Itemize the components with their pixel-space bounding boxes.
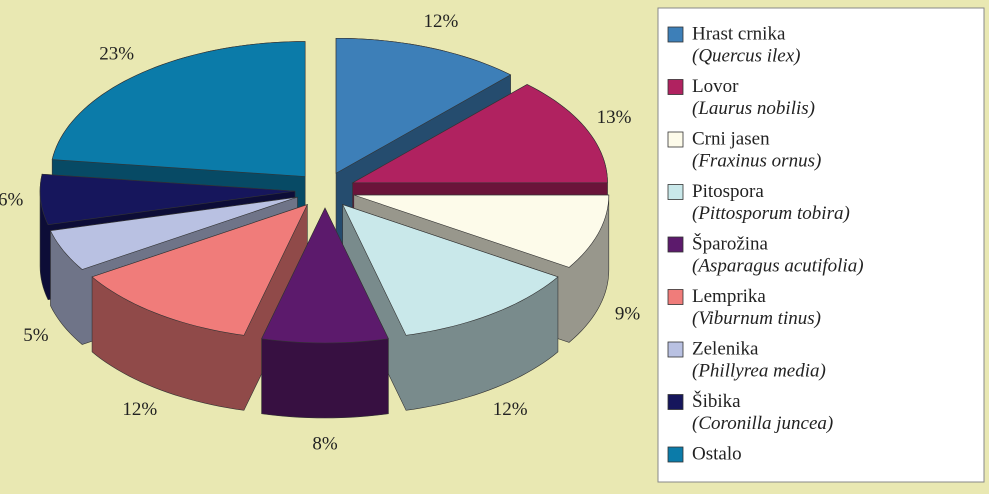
slice xyxy=(351,84,608,184)
legend-box xyxy=(657,7,985,483)
legend-latin: (Laurus nobilis) xyxy=(692,98,815,119)
legend-swatch xyxy=(667,184,684,200)
legend-label: Ostalo xyxy=(692,443,742,464)
legend-latin: (Phillyrea media) xyxy=(692,360,826,381)
data-label: 6% xyxy=(0,190,23,211)
legend-swatch xyxy=(667,79,684,95)
slice xyxy=(91,204,308,336)
data-label: 12% xyxy=(424,11,459,32)
legend-swatch xyxy=(667,341,684,358)
legend-label: Šibika xyxy=(692,390,741,412)
legend-swatch xyxy=(667,131,684,148)
legend-label: Šparožina xyxy=(692,232,769,254)
legend-swatch xyxy=(667,394,684,410)
slice xyxy=(50,196,298,270)
data-label: 12% xyxy=(122,399,157,420)
legend-label: Lemprika xyxy=(692,286,766,307)
slice xyxy=(51,41,306,177)
legend-label: Pitospora xyxy=(692,181,764,202)
data-label: 13% xyxy=(597,107,632,128)
legend-swatch xyxy=(667,26,684,43)
legend-swatch xyxy=(667,289,684,305)
legend-label: Hrast crnika xyxy=(692,23,786,44)
legend-swatch xyxy=(667,236,684,253)
legend-latin: (Fraxinus ornus) xyxy=(692,150,821,171)
data-label: 12% xyxy=(493,399,528,420)
legend-swatch xyxy=(667,446,684,463)
slice xyxy=(342,204,559,336)
slice xyxy=(261,207,389,344)
legend-label: Crni jasen xyxy=(692,128,770,149)
legend-latin: (Viburnum tinus) xyxy=(692,308,821,329)
data-label: 9% xyxy=(615,304,641,325)
slice xyxy=(353,194,610,268)
legend-label: Zelenika xyxy=(692,338,759,359)
data-label: 5% xyxy=(23,325,49,346)
legend-latin: (Quercus ilex) xyxy=(692,45,801,66)
data-label: 8% xyxy=(312,433,338,454)
legend-latin: (Coronilla juncea) xyxy=(692,413,833,434)
slice xyxy=(39,173,296,226)
slice xyxy=(335,37,512,174)
data-label: 23% xyxy=(99,43,134,64)
legend-label: Lovor xyxy=(692,76,739,97)
legend-latin: (Asparagus acutifolia) xyxy=(692,255,864,276)
legend-latin: (Pittosporum tobira) xyxy=(692,203,850,224)
